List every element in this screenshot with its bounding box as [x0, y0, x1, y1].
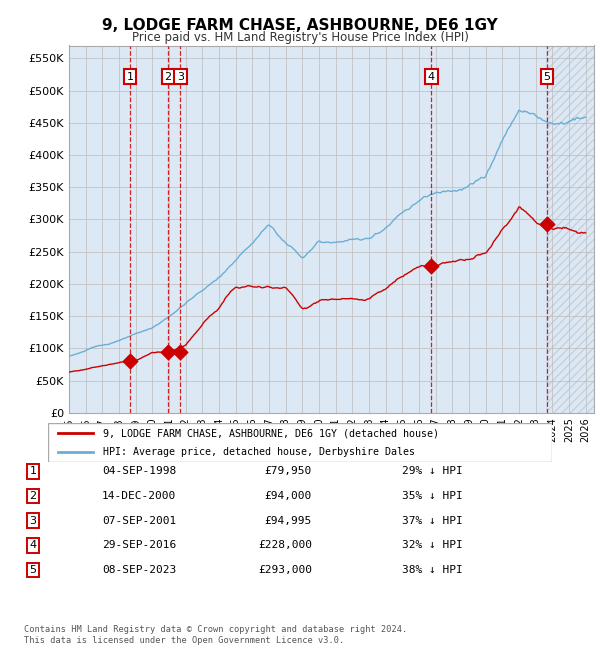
Text: 32% ↓ HPI: 32% ↓ HPI — [402, 540, 463, 551]
Text: 3: 3 — [29, 515, 37, 526]
Text: £94,000: £94,000 — [265, 491, 312, 501]
Text: Contains HM Land Registry data © Crown copyright and database right 2024.
This d: Contains HM Land Registry data © Crown c… — [24, 625, 407, 645]
Text: £94,995: £94,995 — [265, 515, 312, 526]
Text: £293,000: £293,000 — [258, 565, 312, 575]
Text: 4: 4 — [428, 72, 435, 82]
Text: 3: 3 — [177, 72, 184, 82]
Text: 2: 2 — [164, 72, 172, 82]
Text: 14-DEC-2000: 14-DEC-2000 — [102, 491, 176, 501]
Text: HPI: Average price, detached house, Derbyshire Dales: HPI: Average price, detached house, Derb… — [103, 447, 415, 457]
Point — [542, 219, 552, 229]
Text: 37% ↓ HPI: 37% ↓ HPI — [402, 515, 463, 526]
Point — [427, 261, 436, 271]
Text: £79,950: £79,950 — [265, 466, 312, 476]
Point — [176, 346, 185, 357]
Bar — [547, 46, 594, 413]
Text: 07-SEP-2001: 07-SEP-2001 — [102, 515, 176, 526]
Text: 29-SEP-2016: 29-SEP-2016 — [102, 540, 176, 551]
Text: 08-SEP-2023: 08-SEP-2023 — [102, 565, 176, 575]
Point — [163, 347, 173, 358]
Text: 5: 5 — [29, 565, 37, 575]
Text: Price paid vs. HM Land Registry's House Price Index (HPI): Price paid vs. HM Land Registry's House … — [131, 31, 469, 44]
Text: 2: 2 — [29, 491, 37, 501]
Bar — [547, 46, 594, 413]
Text: 38% ↓ HPI: 38% ↓ HPI — [402, 565, 463, 575]
Text: 1: 1 — [29, 466, 37, 476]
Text: 29% ↓ HPI: 29% ↓ HPI — [402, 466, 463, 476]
Point — [125, 356, 135, 367]
FancyBboxPatch shape — [48, 422, 552, 461]
Text: 5: 5 — [544, 72, 550, 82]
Bar — [547, 46, 594, 413]
Text: 35% ↓ HPI: 35% ↓ HPI — [402, 491, 463, 501]
Text: 9, LODGE FARM CHASE, ASHBOURNE, DE6 1GY: 9, LODGE FARM CHASE, ASHBOURNE, DE6 1GY — [102, 18, 498, 33]
Text: 04-SEP-1998: 04-SEP-1998 — [102, 466, 176, 476]
Text: £228,000: £228,000 — [258, 540, 312, 551]
Text: 9, LODGE FARM CHASE, ASHBOURNE, DE6 1GY (detached house): 9, LODGE FARM CHASE, ASHBOURNE, DE6 1GY … — [103, 428, 439, 438]
Text: 4: 4 — [29, 540, 37, 551]
Text: 1: 1 — [127, 72, 134, 82]
